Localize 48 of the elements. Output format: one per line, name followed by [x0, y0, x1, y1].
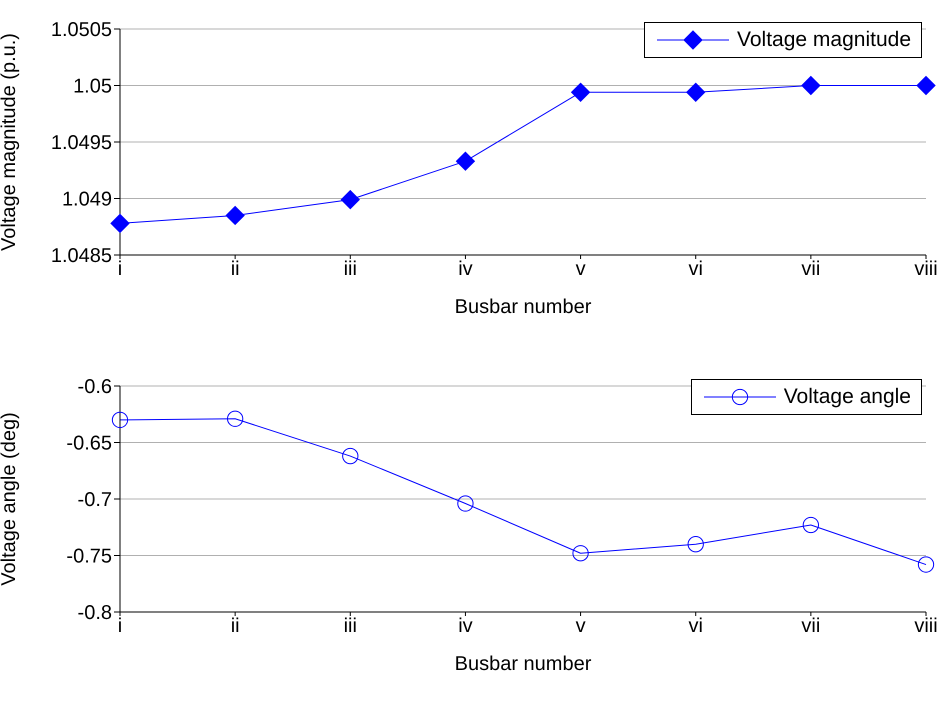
- x-tick-label: ii: [230, 258, 240, 280]
- y-tick-label: 1.05: [73, 76, 112, 98]
- x-tick-label: viii: [914, 258, 938, 280]
- point: [688, 536, 704, 552]
- x-tick-label: vi: [688, 258, 703, 280]
- point: [572, 545, 589, 562]
- y-tick-label: -0.7: [78, 489, 112, 512]
- point: [112, 412, 128, 428]
- x-axis-title: Busbar number: [454, 296, 592, 318]
- point: [802, 516, 820, 534]
- point: [457, 495, 474, 512]
- x-tick-label: v: [576, 615, 586, 638]
- point: [226, 206, 245, 225]
- point: [918, 556, 934, 573]
- x-tick-label: vii: [801, 258, 820, 280]
- point: [916, 76, 936, 95]
- legend-label: Voltage angle: [784, 385, 911, 409]
- y-axis-title: Voltage angle (deg): [0, 412, 20, 586]
- x-tick-label: vi: [688, 615, 703, 638]
- x-tick-label: ii: [230, 615, 240, 638]
- x-tick-label: v: [576, 258, 586, 280]
- x-tick-label: iii: [344, 258, 357, 280]
- point: [456, 152, 475, 171]
- x-tick-label: i: [118, 258, 122, 280]
- point: [686, 82, 706, 102]
- point: [571, 82, 590, 102]
- point: [342, 448, 358, 464]
- y-tick-label: -0.75: [66, 546, 112, 568]
- x-tick-label: iv: [458, 615, 473, 638]
- x-tick-label: vii: [801, 615, 820, 638]
- point: [340, 190, 360, 210]
- x-tick-label: i: [118, 615, 122, 638]
- legend-label: Voltage magnitude: [737, 28, 911, 52]
- y-tick-label: -0.65: [66, 432, 112, 455]
- y-axis-title: Voltage magnitude (p.u.): [0, 33, 20, 251]
- y-tick-label: -0.8: [78, 602, 112, 624]
- x-tick-label: iv: [458, 258, 473, 280]
- y-tick-label: 1.0505: [50, 19, 112, 42]
- x-tick-label: viii: [914, 615, 938, 638]
- point: [226, 410, 244, 427]
- y-tick-label: 1.0485: [50, 245, 112, 268]
- point: [110, 214, 130, 233]
- y-tick-label: 1.049: [62, 188, 112, 211]
- x-tick-label: iii: [344, 615, 357, 638]
- y-tick-label: 1.0495: [50, 132, 112, 154]
- x-axis-title: Busbar number: [454, 653, 592, 675]
- point: [801, 76, 820, 95]
- y-tick-label: -0.6: [78, 376, 112, 398]
